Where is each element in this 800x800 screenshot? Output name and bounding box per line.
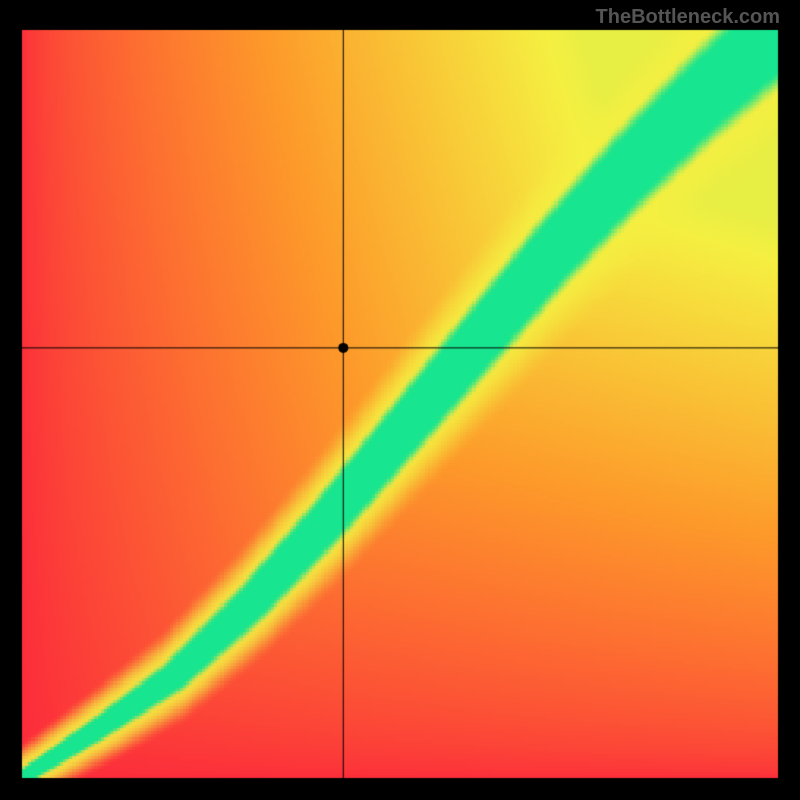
attribution-text: TheBottleneck.com bbox=[596, 6, 780, 29]
chart-container: TheBottleneck.com bbox=[0, 0, 800, 800]
bottleneck-heatmap bbox=[0, 0, 800, 800]
